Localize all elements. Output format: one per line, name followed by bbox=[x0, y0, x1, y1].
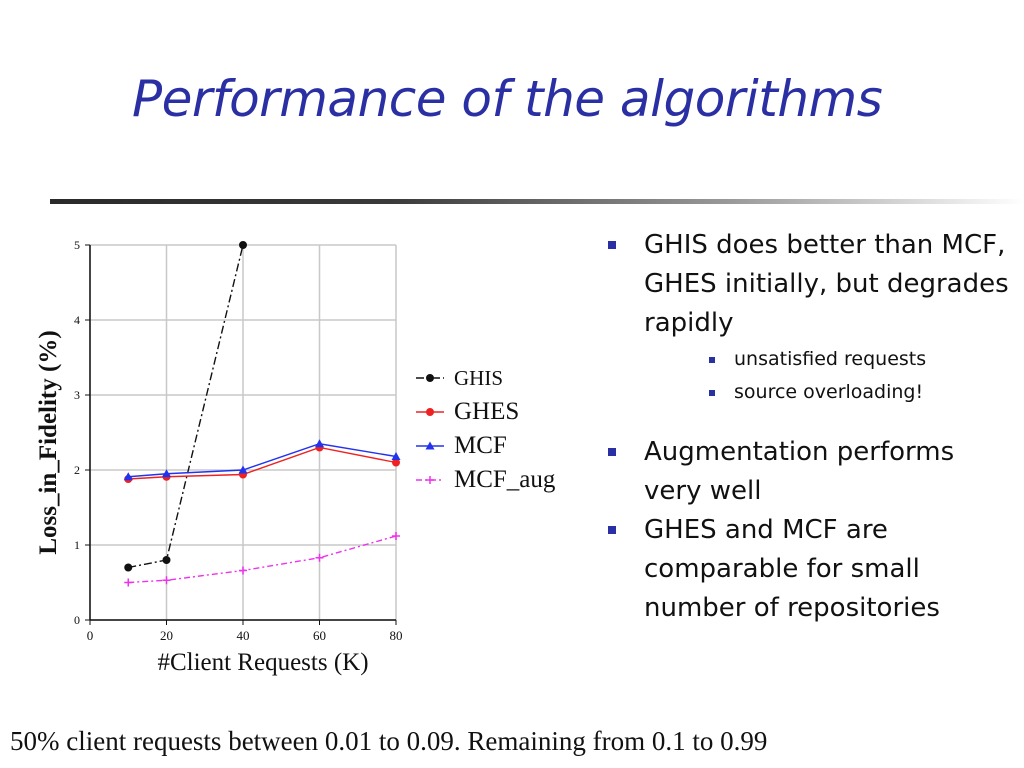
bullet-augmentation: Augmentation performs very well bbox=[604, 433, 1014, 511]
sub-bullet-overloading-text: source overloading! bbox=[734, 381, 924, 403]
legend-label-mcf-aug: MCF_aug bbox=[454, 466, 556, 493]
legend-marker-mcf bbox=[425, 441, 435, 450]
y-tick-label: 1 bbox=[74, 538, 80, 552]
bullet-augmentation-text: Augmentation performs very well bbox=[644, 437, 955, 506]
legend-marker-ghes bbox=[426, 408, 434, 416]
y-tick-label: 3 bbox=[74, 388, 80, 402]
y-tick-label: 5 bbox=[74, 238, 80, 252]
title-divider bbox=[50, 199, 1024, 204]
bullet-ghes-mcf: GHES and MCF are comparable for small nu… bbox=[604, 511, 1014, 628]
chart-svg: 0 20 40 60 80 0 1 2 3 4 5 #Client Requests (K) Loss_… bbox=[38, 238, 556, 676]
bullet-marker bbox=[608, 448, 616, 456]
loss-in-fidelity-chart: 0 20 40 60 80 0 1 2 3 4 5 #Client Requests (K) Loss_… bbox=[38, 228, 558, 686]
bullet-ghis: GHIS does better than MCF, GHES initiall… bbox=[604, 226, 1014, 343]
sub-bullet-unsatisfied: unsatisfied requests bbox=[604, 343, 1014, 376]
x-tick-label: 40 bbox=[237, 628, 250, 643]
bullet-ghes-mcf-text: GHES and MCF are comparable for small nu… bbox=[644, 515, 940, 623]
data-point-mcf-aug bbox=[162, 576, 171, 585]
data-point-mcf-aug bbox=[315, 553, 324, 562]
x-tick-label: 20 bbox=[160, 628, 173, 643]
slide-footer-note: 50% client requests between 0.01 to 0.09… bbox=[10, 726, 768, 756]
data-point-mcf-aug bbox=[124, 578, 133, 587]
x-axis-label: #Client Requests (K) bbox=[157, 649, 368, 676]
slide-title: Performance of the algorithms bbox=[132, 70, 883, 128]
legend-label-ghis: GHIS bbox=[454, 366, 503, 390]
legend-marker-mcf-aug bbox=[426, 476, 434, 484]
data-point-mcf bbox=[123, 472, 133, 481]
bullet-list: GHIS does better than MCF, GHES initiall… bbox=[604, 226, 1014, 628]
y-tick-label: 0 bbox=[74, 613, 80, 627]
legend-label-mcf: MCF bbox=[454, 432, 507, 459]
data-point-mcf bbox=[315, 439, 324, 448]
sub-bullet-overloading: source overloading! bbox=[604, 376, 1014, 409]
sub-bullet-marker bbox=[709, 390, 715, 396]
legend-marker-ghis bbox=[426, 374, 434, 382]
data-point-mcf bbox=[162, 469, 171, 478]
x-tick-label: 80 bbox=[390, 628, 403, 643]
data-point-ghis bbox=[124, 563, 133, 572]
bullet-marker bbox=[608, 526, 616, 534]
bullet-marker bbox=[608, 241, 616, 249]
data-point-ghes bbox=[392, 458, 400, 467]
x-tick-label: 60 bbox=[313, 628, 326, 643]
y-tick-label: 2 bbox=[74, 463, 80, 477]
x-tick-label: 0 bbox=[87, 628, 94, 643]
data-point-mcf-aug bbox=[392, 532, 400, 540]
data-point-mcf-aug bbox=[239, 566, 247, 575]
sub-bullet-unsatisfied-text: unsatisfied requests bbox=[734, 348, 927, 370]
data-point-ghis bbox=[162, 556, 171, 564]
data-point-mcf bbox=[391, 452, 401, 460]
data-point-ghis bbox=[239, 241, 247, 249]
legend-label-ghes: GHES bbox=[454, 398, 519, 425]
data-point-mcf bbox=[238, 465, 248, 474]
y-axis-label: Loss_in_Fidelity (%) bbox=[38, 330, 62, 554]
sub-bullet-marker bbox=[709, 357, 715, 363]
y-tick-label: 4 bbox=[74, 313, 80, 327]
bullet-ghis-text: GHIS does better than MCF, GHES initiall… bbox=[644, 230, 1009, 338]
